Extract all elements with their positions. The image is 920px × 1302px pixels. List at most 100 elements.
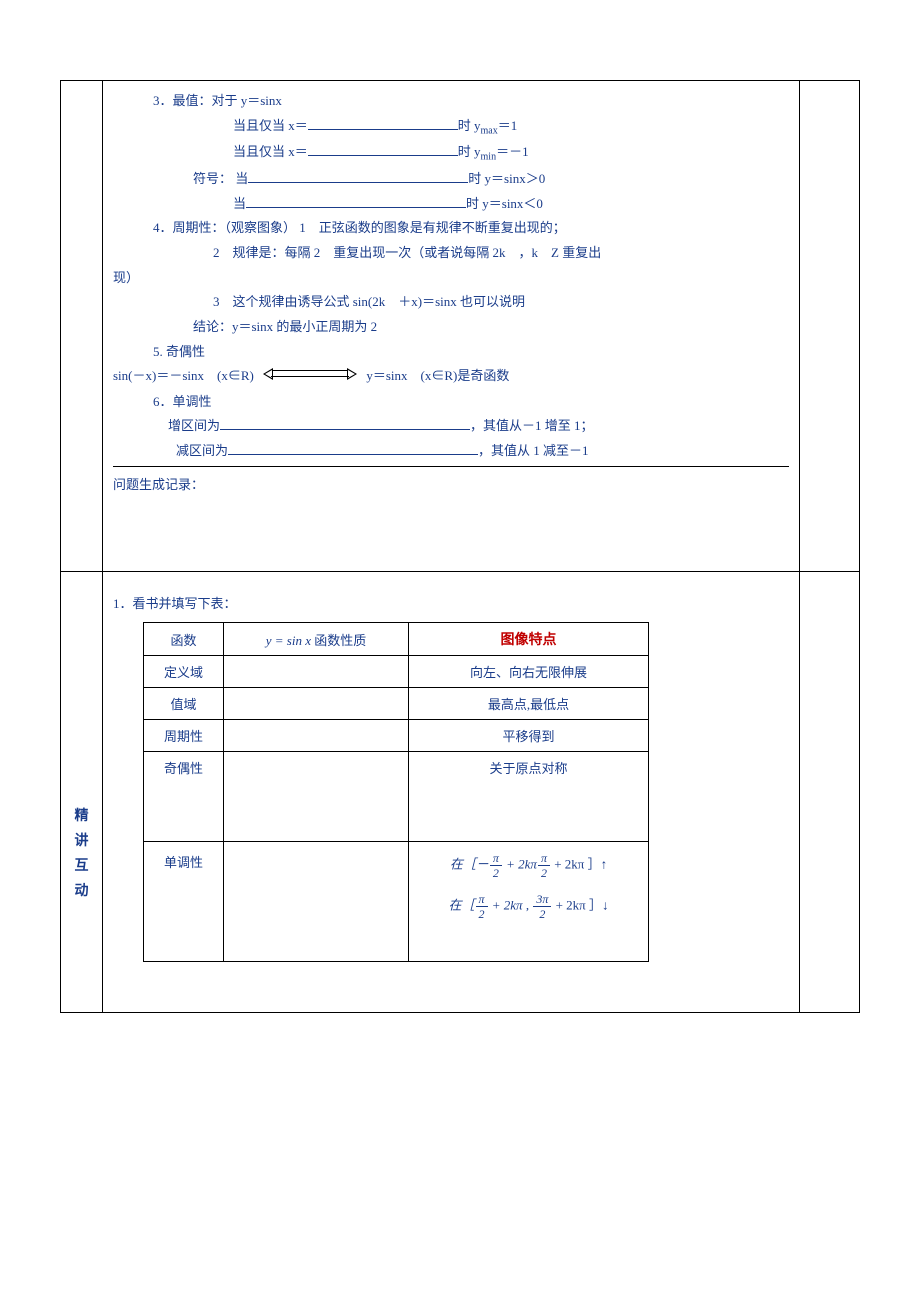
cell: 周期性	[144, 720, 224, 752]
text: 符号：	[193, 171, 232, 186]
mono-line-1: 在［－π2 + 2kππ2 + 2kπ ］↑	[417, 852, 640, 879]
lower-row: 精 讲 互 动 1．看书并填写下表： 函数 y = sin x 函数性质 图像特…	[61, 571, 860, 1013]
blank	[246, 195, 466, 208]
table-row: 值域 最高点,最低点	[144, 688, 649, 720]
text: 函数性质	[314, 633, 366, 648]
t: + 2kπ ］↓	[552, 898, 608, 913]
blank	[220, 417, 470, 430]
table-row: 定义域 向左、向右无限伸展	[144, 656, 649, 688]
lower-side-cell: 精 讲 互 动	[61, 571, 103, 1013]
num: π	[538, 852, 550, 866]
item-4-line3: 3 这个规律由诱导公式 sin(2k ＋x)＝sinx 也可以说明	[113, 290, 789, 315]
fraction: π2	[476, 893, 488, 920]
upper-content-cell: 3．最值：对于 y＝sinx 当且仅当 x＝时 ymax＝1 当且仅当 x＝时 …	[103, 81, 800, 572]
item-6-title: 6．单调性	[113, 390, 789, 415]
text: ＝－1	[496, 144, 529, 159]
t: + 2kπ ］↑	[551, 857, 607, 872]
page: 3．最值：对于 y＝sinx 当且仅当 x＝时 ymax＝1 当且仅当 x＝时 …	[0, 0, 920, 1053]
text: ＝1	[498, 118, 518, 133]
table-row: 周期性 平移得到	[144, 720, 649, 752]
den: 2	[490, 866, 502, 879]
item-3-title: 3．最值：对于 y＝sinx	[113, 89, 789, 114]
upper-right-cell	[800, 81, 860, 572]
lower-right-cell	[800, 571, 860, 1013]
cell: 单调性	[144, 842, 224, 962]
text: 图像特点	[501, 631, 557, 647]
item-5-title: 5. 奇偶性	[113, 340, 789, 365]
cell: 关于原点对称	[409, 752, 649, 842]
th-property: y = sin x 函数性质	[224, 623, 409, 656]
text: 时 y	[458, 144, 481, 159]
text: 当	[235, 171, 248, 186]
item-3-sign-line2: 当 时 y＝sinx＜0	[113, 192, 789, 217]
divider	[113, 466, 789, 467]
cell: 定义域	[144, 656, 224, 688]
text: 时 y	[458, 118, 481, 133]
mono-line-2: 在［π2 + 2kπ , 3π2 + 2kπ ］↓	[417, 893, 640, 920]
cell	[224, 720, 409, 752]
item-6-inc: 增区间为 ，其值从－1 增至 1；	[113, 414, 789, 439]
item-3-sign-line1: 符号： 当 时 y＝sinx＞0	[113, 167, 789, 192]
fraction: 3π2	[533, 893, 551, 920]
table-header-row: 函数 y = sin x 函数性质 图像特点	[144, 623, 649, 656]
t: + 2kπ ,	[489, 898, 533, 913]
item-4-line1: 4．周期性：（观察图象） 1 正弦函数的图象是有规律不断重复出现的；	[113, 216, 789, 241]
item-4-line2: 2 规律是：每隔 2 重复出现一次（或者说每隔 2k ，k Z 重复出	[113, 241, 789, 266]
side-char: 互	[75, 857, 89, 873]
content-text: 3．最值：对于 y＝sinx 当且仅当 x＝时 ymax＝1 当且仅当 x＝时 …	[113, 89, 789, 464]
item-3-line2: 当且仅当 x＝ 时 ymin＝－1	[113, 140, 789, 167]
t: 在［－	[450, 857, 489, 872]
text: 时 y＝sinx＞0	[468, 171, 545, 186]
upper-side-cell	[61, 81, 103, 572]
fraction: π2	[538, 852, 550, 879]
record-label: 问题生成记录：	[113, 473, 789, 563]
subscript: max	[481, 125, 498, 136]
cell	[224, 842, 409, 962]
th-feature: 图像特点	[409, 623, 649, 656]
cell: 向左、向右无限伸展	[409, 656, 649, 688]
den: 2	[538, 866, 550, 879]
t: 在［	[448, 898, 474, 913]
item-5-line: sin(－x)＝－sinx (x∈R) y＝sinx (x∈R)是奇函数	[113, 364, 789, 389]
item-4-conclusion: 结论：y＝sinx 的最小正周期为 2	[113, 315, 789, 340]
cell-monotone: 在［－π2 + 2kππ2 + 2kπ ］↑ 在［π2 + 2kπ , 3π2 …	[409, 842, 649, 962]
cell	[224, 752, 409, 842]
text: 减区间为	[176, 443, 228, 458]
subscript: min	[481, 152, 497, 163]
num: 3π	[533, 893, 551, 907]
den: 2	[476, 907, 488, 920]
den: 2	[533, 907, 551, 920]
lower-content-cell: 1．看书并填写下表： 函数 y = sin x 函数性质 图像特点 定义域 向左…	[103, 571, 800, 1013]
side-char: 动	[75, 882, 89, 898]
lower-line1: 1．看书并填写下表：	[113, 592, 789, 617]
math-text: y = sin x	[266, 633, 314, 648]
text: 当	[233, 196, 246, 211]
cell: 值域	[144, 688, 224, 720]
item-3-line1: 当且仅当 x＝时 ymax＝1	[113, 114, 789, 141]
num: π	[490, 852, 502, 866]
text: 当且仅当 x＝	[233, 144, 308, 159]
cell	[224, 656, 409, 688]
text: 时 y＝sinx＜0	[466, 196, 543, 211]
text: 增区间为	[168, 418, 220, 433]
text: ，其值从－1 增至 1；	[470, 418, 594, 433]
blank	[248, 170, 468, 183]
t: + 2kπ	[503, 857, 537, 872]
side-char: 精	[75, 807, 89, 823]
cell: 平移得到	[409, 720, 649, 752]
blank	[228, 442, 478, 455]
text: sin(－x)＝－sinx (x∈R)	[113, 368, 254, 383]
item-6-dec: 减区间为，其值从 1 减至－1	[113, 439, 789, 464]
cell: 奇偶性	[144, 752, 224, 842]
side-char: 讲	[75, 832, 89, 848]
num: π	[476, 893, 488, 907]
item-4-line2b: 现）	[113, 266, 789, 291]
upper-row: 3．最值：对于 y＝sinx 当且仅当 x＝时 ymax＝1 当且仅当 x＝时 …	[61, 81, 860, 572]
table-row-monotone: 单调性 在［－π2 + 2kππ2 + 2kπ ］↑ 在［π2 + 2kπ , …	[144, 842, 649, 962]
cell	[224, 688, 409, 720]
text: y＝sinx (x∈R)是奇函数	[366, 368, 509, 383]
fraction: π2	[490, 852, 502, 879]
double-arrow-icon	[265, 365, 355, 390]
spacer	[113, 962, 789, 1002]
outer-layout-table: 3．最值：对于 y＝sinx 当且仅当 x＝时 ymax＝1 当且仅当 x＝时 …	[60, 80, 860, 1013]
